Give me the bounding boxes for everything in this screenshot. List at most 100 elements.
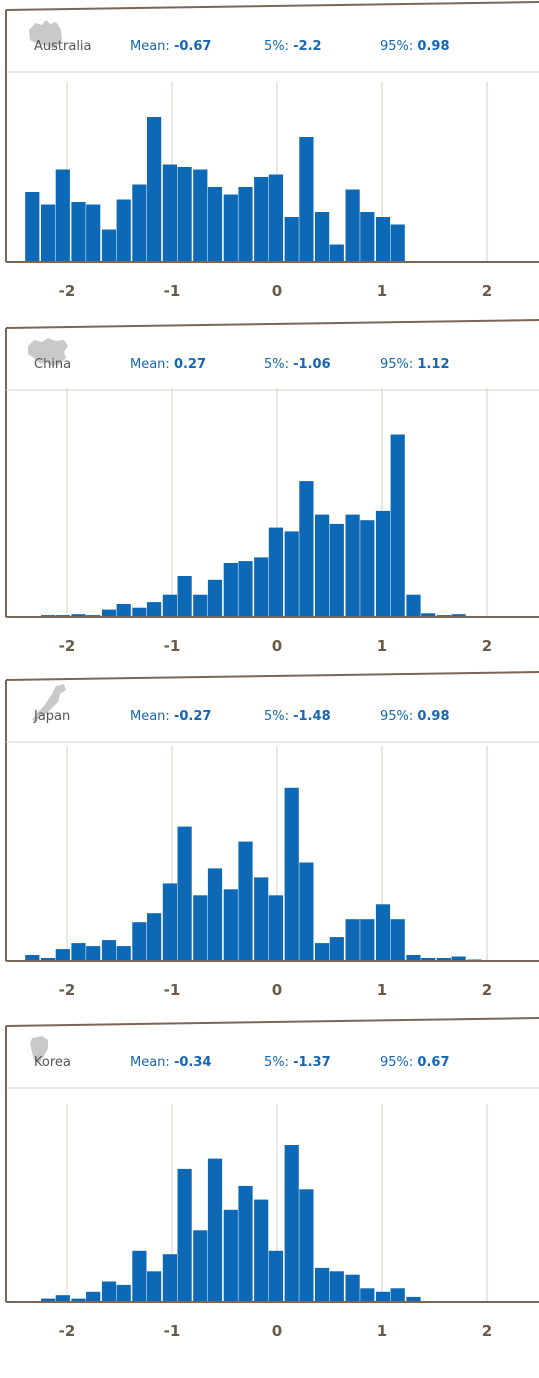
histogram-bar — [132, 184, 147, 262]
histogram-bar — [162, 883, 177, 961]
stat-p5-label: 5%: — [264, 709, 293, 724]
histogram-bar — [193, 169, 208, 262]
stat-p95-value: 0.67 — [417, 1055, 449, 1070]
histogram-bar — [268, 895, 283, 961]
x-tick-label: 1 — [377, 981, 387, 999]
histogram-bar — [451, 956, 466, 961]
histogram-bar — [329, 244, 344, 262]
stat-mean-value: -0.34 — [174, 1055, 211, 1070]
stat-mean-value: -0.67 — [174, 39, 211, 54]
x-tick-label: 0 — [272, 282, 282, 300]
stat-p5-australia: 5%: -2.2 — [264, 39, 322, 54]
x-tick-label: -1 — [164, 282, 181, 300]
histogram-bar — [41, 958, 56, 961]
histogram-bar — [284, 1145, 299, 1302]
stat-mean-china: Mean: 0.27 — [130, 357, 206, 372]
histogram-bar — [116, 946, 131, 961]
histogram-bar — [41, 1298, 56, 1302]
histogram-bar — [421, 958, 436, 961]
stat-p5-china: 5%: -1.06 — [264, 357, 331, 372]
histogram-bar — [284, 531, 299, 617]
histogram-bar — [345, 514, 360, 617]
histogram-bar — [71, 202, 86, 262]
histogram-bar — [86, 1291, 101, 1302]
histogram-bar — [284, 787, 299, 961]
stat-mean-value: -0.27 — [174, 709, 211, 724]
country-label-china: China — [34, 357, 71, 372]
histogram-bar — [177, 576, 192, 617]
stat-p95-china: 95%: 1.12 — [380, 357, 450, 372]
stat-p5-label: 5%: — [264, 357, 293, 372]
top-frame-line — [5, 1017, 539, 1027]
histogram-bar — [55, 169, 70, 262]
histogram-bar — [132, 922, 147, 961]
histogram-bar — [299, 481, 314, 617]
histogram-chart-korea: Korea Mean: -0.34 5%: -1.37 95%: 0.67 -2 -1 0 1… — [5, 1017, 539, 1340]
histogram-bar — [177, 1168, 192, 1302]
histogram-bar — [55, 1295, 70, 1302]
histogram-bar — [101, 1281, 117, 1302]
histogram-bar — [162, 164, 177, 262]
x-tick-label: 0 — [272, 1322, 282, 1340]
stat-p95-value: 1.12 — [417, 357, 449, 372]
histogram-bar — [315, 514, 330, 617]
stat-mean-label: Mean: — [130, 1055, 174, 1070]
stat-p95-label: 95%: — [380, 357, 417, 372]
stat-p95-value: 0.98 — [417, 39, 449, 54]
histogram-bar — [223, 1209, 238, 1302]
histogram-bar — [41, 204, 56, 262]
histogram-bar — [360, 1288, 375, 1302]
histogram-bar — [71, 943, 86, 961]
stat-mean-australia: Mean: -0.67 — [130, 39, 211, 54]
x-tick-label: -2 — [59, 981, 76, 999]
x-tick-label: 1 — [377, 282, 387, 300]
stat-p5-value: -1.48 — [293, 709, 330, 724]
stat-p95-korea: 95%: 0.67 — [380, 1055, 450, 1070]
histogram-bar — [375, 904, 391, 961]
x-tick-label: 0 — [272, 637, 282, 655]
histogram-panel-china: China Mean: 0.27 5%: -1.06 95%: 1.12 -2 -1 0 1 2 — [0, 318, 539, 662]
histogram-bar — [299, 137, 314, 262]
histogram-bar — [223, 563, 238, 617]
histogram-bar — [268, 1250, 283, 1302]
x-tick-label: -1 — [164, 981, 181, 999]
x-tick-label: -1 — [164, 1322, 181, 1340]
histogram-bar — [207, 868, 223, 961]
country-label-korea: Korea — [34, 1055, 71, 1070]
histogram-bar — [207, 1158, 223, 1302]
stat-p95-value: 0.98 — [417, 709, 449, 724]
histogram-bar — [238, 1185, 253, 1302]
histogram-bar — [223, 194, 238, 262]
x-tick-label: -1 — [164, 637, 181, 655]
histogram-bar — [268, 174, 283, 262]
x-tick-label: 1 — [377, 637, 387, 655]
histogram-bar — [71, 614, 86, 617]
stat-p5-value: -1.06 — [293, 357, 330, 372]
histogram-panel-japan: Japan Mean: -0.27 5%: -1.48 95%: 0.98 -2 -1 0 1… — [0, 670, 539, 1008]
histogram-bar — [329, 1271, 344, 1302]
histogram-bar — [147, 913, 162, 961]
histogram-bar — [207, 187, 223, 262]
histogram-bar — [329, 523, 344, 617]
australia-map-icon — [29, 20, 62, 48]
stat-p5-korea: 5%: -1.37 — [264, 1055, 331, 1070]
histogram-bar — [390, 224, 405, 262]
histogram-bar — [360, 212, 375, 262]
stat-p95-australia: 95%: 0.98 — [380, 39, 450, 54]
histogram-bar — [315, 212, 330, 262]
histogram-bar — [390, 919, 405, 961]
histogram-bar — [147, 602, 162, 617]
histogram-bar — [284, 217, 299, 262]
histogram-bar — [238, 841, 253, 961]
x-tick-label: 2 — [482, 637, 492, 655]
histogram-panel-australia: Australia Mean: -0.67 5%: -2.2 95%: 0.98 -2 -… — [0, 0, 539, 310]
x-tick-label: 1 — [377, 1322, 387, 1340]
x-tick-label: 2 — [482, 1322, 492, 1340]
histogram-bar — [315, 1267, 330, 1302]
histogram-bar — [238, 187, 253, 262]
histogram-bar — [254, 1199, 269, 1302]
histogram-panel-korea: Korea Mean: -0.34 5%: -1.37 95%: 0.67 -2 -1 0 1… — [0, 1016, 539, 1346]
x-tick-label: -2 — [59, 637, 76, 655]
histogram-bar — [132, 1250, 147, 1302]
histogram-bar — [101, 609, 117, 617]
